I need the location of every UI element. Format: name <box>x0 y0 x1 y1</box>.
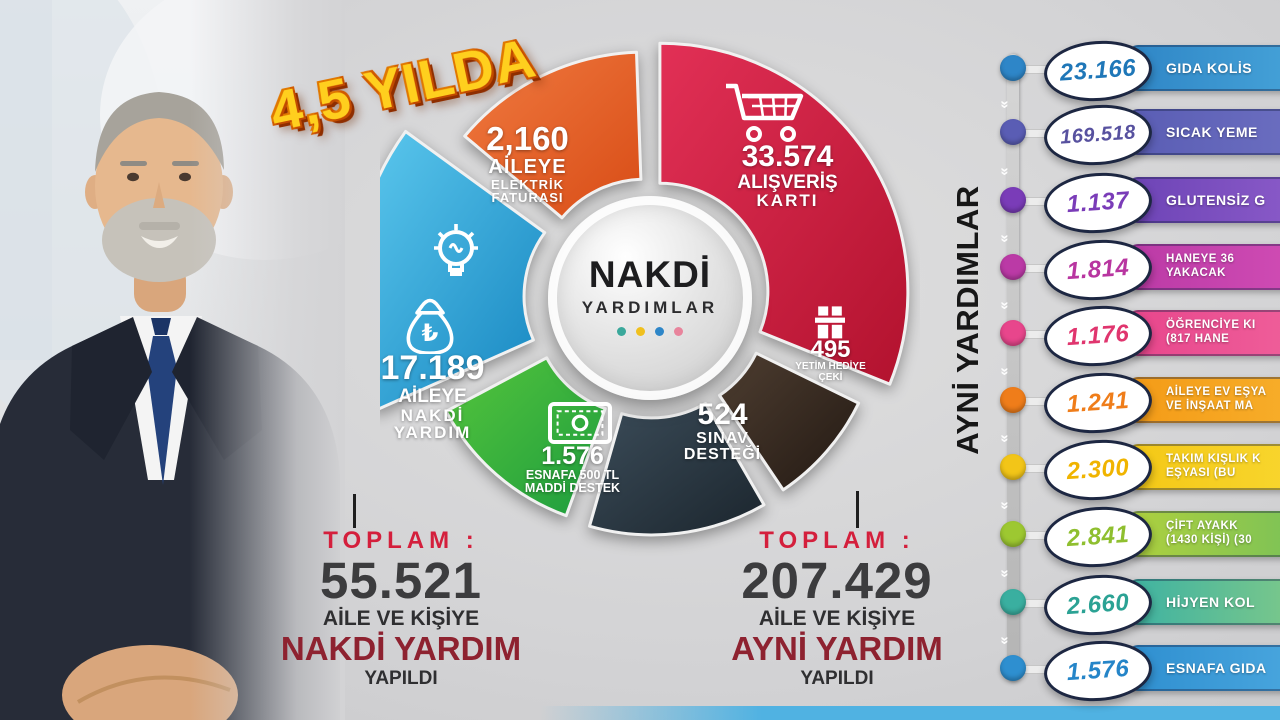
hub-subtitle: YARDIMLAR <box>581 298 719 317</box>
rail-dot <box>1000 655 1026 681</box>
hub-color-dots <box>548 327 752 336</box>
segment-esnafa-maddi-destek <box>444 356 607 518</box>
hub-title: NAKDİ <box>588 254 712 295</box>
rail-dot <box>1000 187 1026 213</box>
segment-label-nakdi-yardim: 17.189 AİLEYE NAKDİ YARDIM <box>380 349 485 443</box>
total-heading: TOPLAM : <box>323 527 479 554</box>
segment-label-alisveris: 33.574 ALIŞVERİŞ KARTI <box>737 140 838 211</box>
chevron-down-icon: » <box>996 301 1014 308</box>
rail-dot <box>1000 320 1026 346</box>
segment-label-sinav: 524 SINAV DESTEĞİ <box>683 398 762 464</box>
rail-dot <box>1000 119 1026 145</box>
chevron-down-icon: » <box>996 234 1014 241</box>
value-oval: 1.814 <box>1042 236 1154 304</box>
total-value: 55.521 <box>320 552 482 609</box>
value-oval: 169.518 <box>1042 101 1154 169</box>
chevron-down-icon: » <box>996 569 1014 576</box>
hub-dot-yellow <box>636 327 645 336</box>
value-oval: 2.660 <box>1042 571 1154 639</box>
gift-icon <box>815 306 845 339</box>
chevron-down-icon: » <box>996 434 1014 441</box>
shopping-cart-icon <box>726 83 804 142</box>
rail-dot <box>1000 521 1026 547</box>
value-oval: 2.300 <box>1042 436 1154 504</box>
rail-dot <box>1000 589 1026 615</box>
segment-elektrik-faturasi <box>463 50 643 220</box>
svg-text:₺: ₺ <box>422 319 439 347</box>
value-oval: 1.576 <box>1042 637 1154 705</box>
chevron-down-icon: » <box>996 367 1014 374</box>
photo-fade-overlay <box>0 0 345 720</box>
chevron-down-icon: » <box>996 636 1014 643</box>
connector-line-nakdi <box>353 494 356 528</box>
hub-dot-teal <box>617 327 626 336</box>
light-bulb-icon <box>434 224 478 276</box>
money-bag-icon: ₺ <box>406 298 454 354</box>
chevron-down-icon: » <box>996 100 1014 107</box>
total-ayni-block: TOPLAM : 207.429 AİLE VE KİŞİYE AYNİ YAR… <box>682 527 992 690</box>
value-oval: 1.176 <box>1042 302 1154 370</box>
segment-value: 2,160 <box>486 120 569 157</box>
rail-dot <box>1000 254 1026 280</box>
banknote-icon <box>548 402 612 444</box>
segment-yetim-hediye-ceki <box>718 351 861 492</box>
rail-dot <box>1000 55 1026 81</box>
value-oval: 1.241 <box>1042 369 1154 437</box>
nakdi-donut-chart <box>380 41 910 537</box>
ayni-yardimlar-vertical-title: AYNİ YARDIMLAR <box>950 185 985 455</box>
hub-dot-blue <box>655 327 664 336</box>
rail-dot <box>1000 454 1026 480</box>
bottom-accent-strip <box>540 706 1280 720</box>
hub-dot-pink <box>674 327 683 336</box>
connector-line-ayni <box>856 491 859 528</box>
chevron-down-icon: » <box>996 167 1014 174</box>
chart-center-hub: NAKDİ YARDIMLAR <box>548 196 752 400</box>
segment-sinav-destegi <box>588 401 766 537</box>
segment-label-elektrik: 2,160 AİLEYE ELEKTRİK FATURASI <box>440 120 615 205</box>
segment-label-esnafa: 1.576 ESNAFA 500 TL MADDİ DESTEK <box>524 442 621 496</box>
value-oval: 2.841 <box>1042 503 1154 571</box>
segment-alisveris-karti <box>658 41 910 386</box>
value-oval: 1.137 <box>1042 169 1154 237</box>
total-heading: TOPLAM : <box>759 527 915 554</box>
segment-label-hediye-ceki: 495 YETİM HEDİYE ÇEKİ <box>795 336 866 383</box>
total-nakdi-block: TOPLAM : 55.521 AİLE VE KİŞİYE NAKDİ YAR… <box>246 527 556 690</box>
chevron-down-icon: » <box>996 501 1014 508</box>
total-value: 207.429 <box>741 552 933 609</box>
value-oval: 23.166 <box>1042 37 1154 105</box>
rail-dot <box>1000 387 1026 413</box>
